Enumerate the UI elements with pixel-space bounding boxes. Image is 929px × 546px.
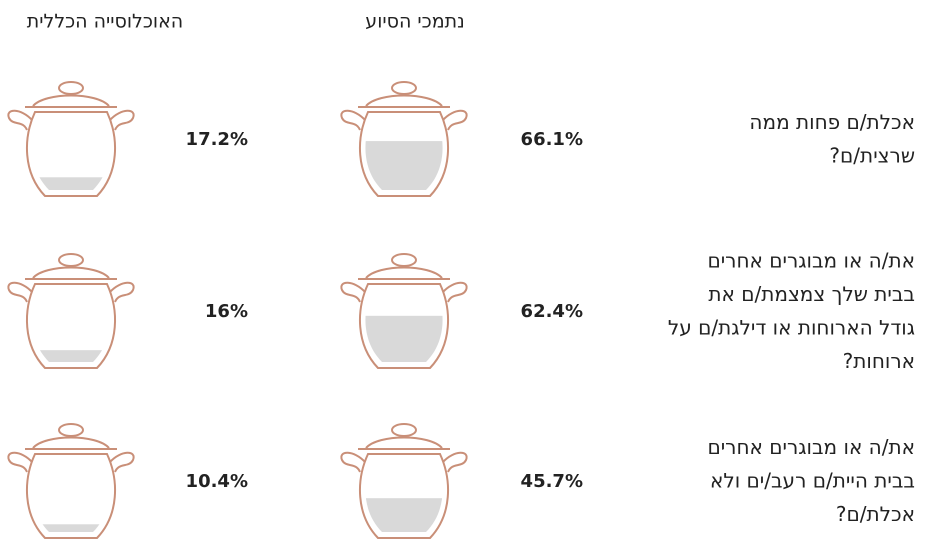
pot-fill: [365, 498, 443, 532]
question-line: גודל הארוחות או דילגת/ם על: [668, 315, 915, 339]
pot: [340, 423, 468, 539]
question-line: בבית היית/ם רעב/ים ולא: [710, 469, 915, 493]
question-line: בבית שלך צמצמת/ם את: [708, 282, 915, 306]
pot-body: [26, 111, 116, 197]
pot-lid: [365, 436, 443, 449]
pot: [340, 253, 468, 369]
pot-handle: [109, 281, 135, 303]
question-line: אכלת/ם פחות ממה: [749, 110, 915, 134]
pot-body: [26, 283, 116, 369]
pot-handle: [109, 109, 135, 131]
pot: [7, 253, 135, 369]
pot-handle: [442, 109, 468, 131]
question-line: את/ה או מבוגרים אחרים: [707, 248, 915, 272]
pot-lid: [32, 94, 110, 107]
pot-body: [26, 453, 116, 539]
pot-fill: [32, 350, 110, 362]
pot-body: [359, 283, 449, 369]
column-header: האוכלוסייה הכללית: [27, 11, 183, 33]
value-label: 45.7%: [521, 471, 583, 492]
pot-handle: [340, 281, 366, 303]
pot-lid: [32, 266, 110, 279]
pot-handle: [442, 281, 468, 303]
question-line: את/ה או מבוגרים אחרים: [707, 435, 915, 459]
value-label: 66.1%: [521, 129, 583, 150]
value-label: 10.4%: [186, 471, 248, 492]
pot-handle: [7, 281, 33, 303]
pot-lid: [32, 436, 110, 449]
pot-knob: [58, 81, 84, 95]
pot-handle: [7, 451, 33, 473]
value-label: 17.2%: [186, 129, 248, 150]
column-header: נתמכי הסיוע: [365, 11, 464, 33]
pot-knob: [391, 423, 417, 437]
question-line: שרצית/ם?: [829, 143, 915, 167]
pot-fill: [32, 177, 110, 190]
pot-fill: [365, 141, 443, 190]
pot: [7, 423, 135, 539]
value-label: 62.4%: [521, 301, 583, 322]
pot-handle: [442, 451, 468, 473]
pot: [7, 81, 135, 197]
pot-knob: [391, 253, 417, 267]
value-label: 16%: [205, 301, 248, 322]
pot-knob: [58, 253, 84, 267]
pot: [340, 81, 468, 197]
question-line: ארוחות?: [843, 349, 915, 373]
pot-lid: [365, 94, 443, 107]
pot-fill: [32, 524, 110, 532]
pot-fill: [365, 315, 443, 362]
pot-handle: [340, 109, 366, 131]
pot-knob: [58, 423, 84, 437]
question-line: אכלת/ם?: [836, 502, 915, 526]
pot-handle: [109, 451, 135, 473]
pot-handle: [340, 451, 366, 473]
pot-lid: [365, 266, 443, 279]
pot-body: [359, 453, 449, 539]
pot-knob: [391, 81, 417, 95]
pot-body: [359, 111, 449, 197]
pot-handle: [7, 109, 33, 131]
